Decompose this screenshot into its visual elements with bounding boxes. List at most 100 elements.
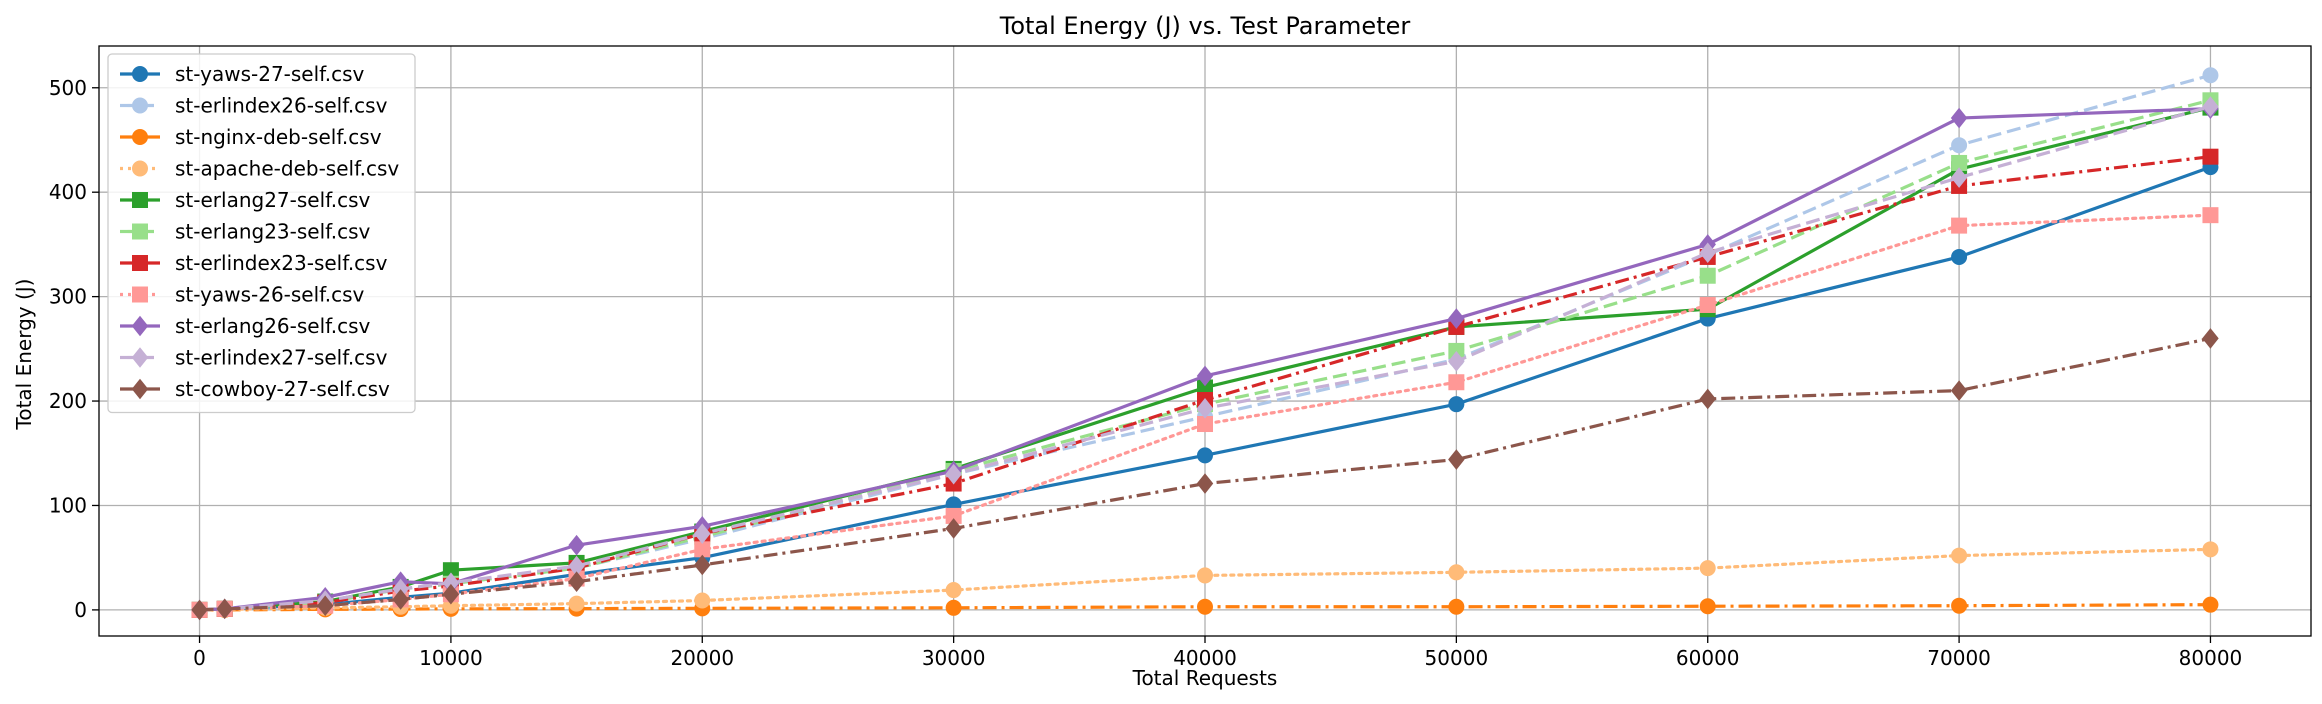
data-point bbox=[1448, 374, 1465, 391]
y-tick-label: 500 bbox=[49, 76, 87, 100]
data-point bbox=[1448, 564, 1465, 581]
data-point bbox=[2202, 207, 2219, 224]
data-point bbox=[1699, 296, 1716, 313]
legend-marker bbox=[132, 66, 148, 82]
x-tick-label: 0 bbox=[193, 646, 206, 670]
y-tick-label: 200 bbox=[49, 389, 87, 413]
data-point bbox=[1448, 396, 1465, 413]
y-axis-label: Total Energy (J) bbox=[12, 279, 36, 431]
y-tick-label: 300 bbox=[49, 285, 87, 309]
legend-label: st-cowboy-27-self.csv bbox=[175, 377, 390, 401]
legend-item: st-erlang23-self.csv bbox=[120, 220, 370, 244]
legend-label: st-erlindex27-self.csv bbox=[175, 346, 388, 370]
legend-marker bbox=[131, 347, 149, 368]
data-point bbox=[1448, 308, 1465, 329]
legend-item: st-erlang26-self.csv bbox=[120, 314, 370, 338]
data-point bbox=[945, 518, 962, 539]
y-tick-label: 0 bbox=[74, 598, 87, 622]
data-point bbox=[1197, 567, 1213, 584]
data-point bbox=[1950, 380, 1968, 401]
data-point bbox=[945, 582, 962, 599]
axis-ticks: 0 10000 20000 30000 40000 50000 60000 70000 8000… bbox=[49, 76, 2242, 670]
legend-item: st-apache-deb-self.csv bbox=[120, 157, 399, 181]
x-tick-label: 70000 bbox=[1927, 646, 1991, 670]
data-point bbox=[1196, 365, 1214, 387]
series-st-nginx-deb-self bbox=[191, 596, 2219, 618]
data-point bbox=[1951, 547, 1968, 564]
legend-item: st-erlang27-self.csv bbox=[120, 188, 370, 212]
legend-item: st-yaws-27-self.csv bbox=[120, 62, 365, 86]
grid bbox=[99, 46, 2311, 636]
data-point bbox=[392, 589, 409, 610]
data-point bbox=[1950, 167, 1968, 188]
legend-marker bbox=[132, 223, 148, 240]
legend-item: st-erlindex27-self.csv bbox=[120, 346, 388, 370]
legend-marker bbox=[132, 129, 148, 145]
data-point bbox=[1699, 242, 1716, 264]
legend-label: st-erlindex26-self.csv bbox=[175, 94, 388, 118]
data-point bbox=[568, 571, 585, 592]
data-point bbox=[1699, 598, 1716, 615]
legend-marker bbox=[132, 255, 148, 271]
legend-item: st-cowboy-27-self.csv bbox=[120, 377, 390, 401]
legend-label: st-apache-deb-self.csv bbox=[175, 157, 399, 181]
legend-item: st-erlindex26-self.csv bbox=[120, 94, 388, 118]
data-point bbox=[1197, 416, 1213, 433]
data-point bbox=[945, 463, 962, 485]
legend-label: st-yaws-26-self.csv bbox=[175, 283, 365, 307]
data-point bbox=[1448, 449, 1465, 470]
data-point bbox=[568, 534, 585, 556]
y-tick-label: 100 bbox=[49, 493, 87, 517]
x-tick-label: 30000 bbox=[922, 646, 986, 670]
legend-marker bbox=[131, 378, 149, 400]
data-point bbox=[216, 598, 233, 620]
data-point bbox=[1699, 267, 1716, 284]
data-point bbox=[2202, 541, 2219, 558]
data-point bbox=[191, 599, 208, 621]
legend-marker bbox=[132, 192, 148, 208]
x-tick-label: 40000 bbox=[1173, 646, 1237, 670]
legend-label: st-yaws-27-self.csv bbox=[175, 62, 365, 86]
data-point bbox=[442, 583, 460, 605]
data-point bbox=[1197, 598, 1213, 615]
data-point bbox=[694, 523, 711, 544]
data-point bbox=[1448, 351, 1465, 372]
data-point bbox=[694, 554, 711, 576]
legend-label: st-nginx-deb-self.csv bbox=[175, 125, 382, 149]
x-tick-label: 20000 bbox=[670, 646, 734, 670]
data-point bbox=[694, 592, 711, 609]
data-point bbox=[1951, 248, 1968, 265]
data-point bbox=[568, 595, 585, 612]
legend-marker bbox=[132, 97, 148, 114]
data-point bbox=[1699, 560, 1716, 577]
legend-label: st-erlang26-self.csv bbox=[175, 314, 370, 338]
data-point bbox=[694, 541, 711, 558]
legend-item: st-erlindex23-self.csv bbox=[120, 251, 388, 275]
data-point bbox=[1196, 473, 1214, 494]
x-tick-label: 10000 bbox=[419, 646, 483, 670]
y-tick-label: 400 bbox=[49, 180, 87, 204]
legend-marker bbox=[132, 160, 148, 177]
legend-item: st-yaws-26-self.csv bbox=[120, 283, 365, 307]
data-point bbox=[1196, 398, 1214, 419]
data-point bbox=[2202, 596, 2219, 613]
legend-label: st-erlang27-self.csv bbox=[175, 188, 370, 212]
data-point bbox=[2202, 67, 2219, 84]
legend-item: st-nginx-deb-self.csv bbox=[120, 125, 382, 149]
data-point bbox=[1951, 137, 1968, 154]
data-point bbox=[1950, 107, 1968, 129]
legend-box bbox=[107, 53, 416, 414]
chart-title: Total Energy (J) vs. Test Parameter bbox=[999, 12, 1411, 40]
x-axis-label: Total Requests bbox=[1132, 666, 1278, 690]
data-point bbox=[945, 599, 962, 616]
legend-label: st-erlindex23-self.csv bbox=[175, 251, 388, 275]
data-point bbox=[1951, 217, 1968, 234]
data-point bbox=[1699, 388, 1716, 410]
data-point bbox=[2202, 148, 2219, 165]
x-tick-label: 60000 bbox=[1676, 646, 1740, 670]
legend-marker bbox=[131, 315, 149, 337]
series-layer bbox=[191, 67, 2219, 621]
data-point bbox=[1448, 598, 1465, 615]
